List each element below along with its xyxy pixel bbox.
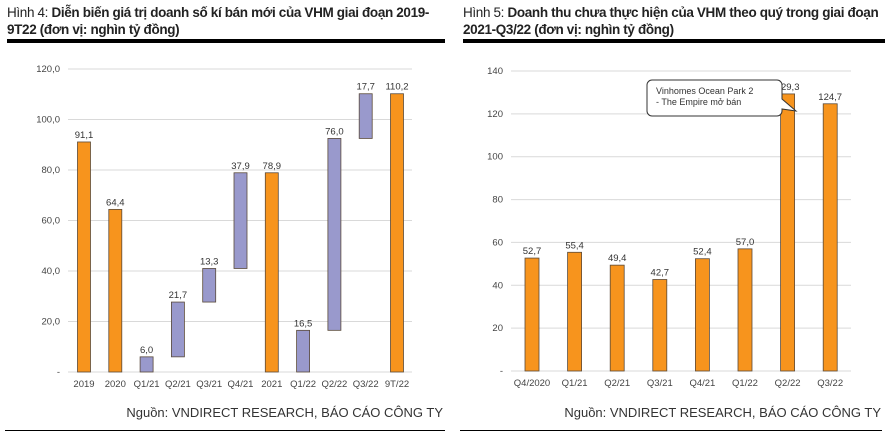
figure-number: Hình 5: — [463, 5, 505, 20]
annotation-text: Vinhomes Ocean Park 2 — [656, 86, 753, 96]
bar-Q1/21 — [139, 356, 154, 373]
data-label: 124,7 — [818, 92, 842, 103]
bar-Q2/21 — [609, 264, 625, 372]
x-tick-label: 9T/22 — [385, 379, 409, 390]
y-tick-label: - — [500, 366, 503, 377]
x-tick-label: Q4/2020 — [514, 378, 550, 389]
x-tick-label: 2019 — [73, 379, 94, 390]
right-chart-title: Hình 5: Doanh thu chưa thực hiện của VHM… — [463, 4, 889, 38]
bar-Q4/21 — [695, 258, 710, 372]
y-tick-label: 120,0 — [36, 64, 60, 75]
bar-9T/22 — [390, 93, 404, 373]
x-tick-label: Q3/21 — [647, 378, 673, 389]
x-tick-label: Q4/21 — [689, 378, 715, 389]
data-label: 76,0 — [325, 126, 344, 137]
data-label: 17,7 — [356, 82, 375, 93]
data-label: 37,9 — [231, 161, 250, 172]
data-label: 110,2 — [385, 82, 408, 93]
x-tick-label: Q2/22 — [321, 379, 347, 390]
data-label: 6,0 — [140, 345, 153, 356]
x-tick-label: Q2/22 — [775, 378, 801, 389]
right-source: Nguồn: VNDIRECT RESEARCH, BÁO CÁO CÔNG T… — [564, 405, 881, 420]
bar-Q2/21 — [170, 301, 185, 358]
x-tick-label: Q2/21 — [604, 378, 630, 389]
data-label: 21,7 — [169, 290, 188, 301]
x-tick-label: Q1/21 — [562, 378, 588, 389]
data-label: 42,7 — [651, 268, 670, 279]
bar-Q3/22 — [822, 103, 838, 372]
bottom-rule — [5, 430, 445, 431]
data-label: 55,4 — [565, 240, 584, 251]
y-tick-label: 60 — [492, 237, 503, 248]
x-tick-label: Q2/21 — [165, 379, 191, 390]
bar-Q3/21 — [202, 268, 217, 303]
bar-2020 — [108, 208, 123, 373]
bar-Q1/22 — [296, 329, 311, 373]
y-tick-label: 100,0 — [36, 115, 60, 126]
figure-number: Hình 4: — [7, 5, 49, 20]
bar-Q1/21 — [567, 251, 582, 372]
title-text: Diễn biến giá trị doanh số kí bán mới củ… — [7, 5, 430, 37]
bottom-rule — [460, 430, 882, 431]
bar-Q2/22 — [780, 93, 795, 372]
x-tick-label: 2020 — [105, 379, 126, 390]
bar-Q4/21 — [233, 172, 248, 269]
left-source: Nguồn: VNDIRECT RESEARCH, BÁO CÁO CÔNG T… — [126, 405, 443, 420]
data-label: 129,3 — [776, 82, 800, 93]
y-tick-label: - — [57, 367, 60, 378]
data-label: 52,4 — [693, 247, 712, 258]
data-label: 57,0 — [736, 237, 755, 248]
x-tick-label: Q1/22 — [732, 378, 758, 389]
annotation-callout — [646, 79, 798, 117]
title-rule — [7, 39, 445, 43]
y-tick-label: 40,0 — [42, 266, 61, 277]
x-tick-label: 2021 — [261, 379, 282, 390]
data-label: 91,1 — [75, 130, 94, 141]
bar-2019 — [77, 141, 91, 373]
y-tick-label: 120 — [487, 109, 503, 120]
bar-Q2/22 — [327, 138, 342, 331]
y-tick-label: 100 — [487, 152, 503, 163]
y-tick-label: 80,0 — [42, 165, 61, 176]
y-tick-label: 140 — [487, 66, 503, 77]
left-chart-title: Hình 4: Diễn biến giá trị doanh số kí bá… — [7, 4, 452, 38]
y-tick-label: 60,0 — [42, 216, 61, 227]
bar-Q3/21 — [652, 279, 668, 372]
data-label: 64,4 — [106, 197, 125, 208]
bar-Q3/22 — [358, 93, 373, 139]
y-tick-label: 20,0 — [42, 317, 61, 328]
x-tick-label: Q3/22 — [817, 378, 843, 389]
title-text: Doanh thu chưa thực hiện của VHM theo qu… — [463, 5, 879, 37]
x-tick-label: Q3/21 — [196, 379, 222, 390]
title-rule — [463, 39, 885, 43]
x-tick-label: Q1/21 — [134, 379, 160, 390]
y-tick-label: 20 — [492, 323, 503, 334]
x-tick-label: Q3/22 — [353, 379, 379, 390]
data-label: 52,7 — [523, 246, 542, 257]
data-label: 78,9 — [263, 161, 282, 172]
bar-Q4/2020 — [524, 257, 540, 372]
x-tick-label: Q1/22 — [290, 379, 316, 390]
bar-2021 — [264, 172, 279, 373]
y-tick-label: 80 — [492, 195, 503, 206]
bar-Q1/22 — [737, 248, 753, 372]
data-label: 13,3 — [200, 256, 219, 267]
data-label: 49,4 — [608, 253, 627, 264]
annotation-text: - The Empire mở bán — [656, 97, 741, 107]
y-tick-label: 40 — [492, 280, 503, 291]
data-label: 16,5 — [294, 318, 313, 329]
x-tick-label: Q4/21 — [228, 379, 254, 390]
